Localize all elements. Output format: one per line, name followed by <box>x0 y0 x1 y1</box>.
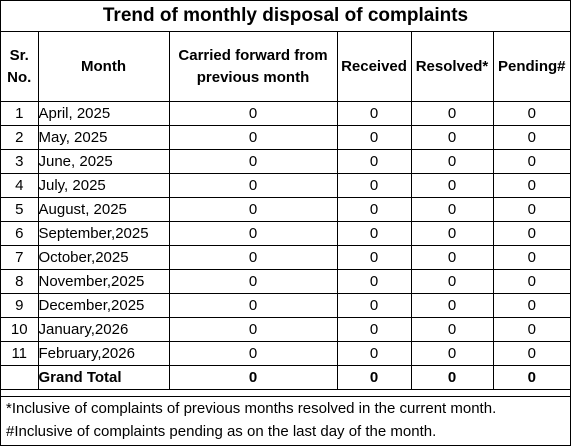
month-cell: August, 2025 <box>37 197 170 222</box>
pending-cell: 0 <box>492 317 570 342</box>
received-cell: 0 <box>336 125 412 150</box>
resolved-cell: 0 <box>410 197 494 222</box>
pending-cell: 0 <box>492 149 570 174</box>
resolved-cell: 0 <box>410 269 494 294</box>
carried-forward-cell: 0 <box>168 269 338 294</box>
month-cell: June, 2025 <box>37 149 170 174</box>
grand-total-row: Grand Total 0 0 0 0 <box>1 365 570 390</box>
month-cell: February,2026 <box>37 341 170 366</box>
footnote-resolved: *Inclusive of complaints of previous mon… <box>6 400 497 417</box>
received-cell: 0 <box>336 317 412 342</box>
sr-cell: 9 <box>1 293 39 318</box>
pending-cell: 0 <box>492 341 570 366</box>
carried-forward-cell: 0 <box>168 293 338 318</box>
total-received: 0 <box>336 365 412 390</box>
table-row: 9 December,2025 0 0 0 0 <box>1 293 570 318</box>
pending-cell: 0 <box>492 293 570 318</box>
sr-cell: 5 <box>1 197 39 222</box>
received-cell: 0 <box>336 269 412 294</box>
month-cell: September,2025 <box>37 221 170 246</box>
resolved-cell: 0 <box>410 101 494 126</box>
sr-cell: 8 <box>1 269 39 294</box>
month-cell: May, 2025 <box>37 125 170 150</box>
resolved-cell: 0 <box>410 173 494 198</box>
table-row: 7 October,2025 0 0 0 0 <box>1 245 570 270</box>
carried-forward-cell: 0 <box>168 245 338 270</box>
header-pending: Pending# <box>492 32 570 102</box>
header-received: Received <box>336 32 412 102</box>
header-row: Sr. No. Month Carried forward from previ… <box>1 32 570 102</box>
received-cell: 0 <box>336 197 412 222</box>
total-resolved: 0 <box>410 365 494 390</box>
month-cell: December,2025 <box>37 293 170 318</box>
month-cell: October,2025 <box>37 245 170 270</box>
sr-cell: 11 <box>1 341 39 366</box>
table-row: 3 June, 2025 0 0 0 0 <box>1 149 570 174</box>
footnote-pending: #Inclusive of complaints pending as on t… <box>6 423 437 440</box>
resolved-cell: 0 <box>410 149 494 174</box>
pending-cell: 0 <box>492 245 570 270</box>
total-sr-cell <box>1 365 39 390</box>
month-cell: July, 2025 <box>37 173 170 198</box>
header-month: Month <box>37 32 170 102</box>
received-cell: 0 <box>336 149 412 174</box>
header-sr-no: Sr. No. <box>1 32 39 102</box>
month-cell: January,2026 <box>37 317 170 342</box>
table-row: 10 January,2026 0 0 0 0 <box>1 317 570 342</box>
carried-forward-cell: 0 <box>168 173 338 198</box>
pending-cell: 0 <box>492 173 570 198</box>
total-carried-forward: 0 <box>168 365 338 390</box>
carried-forward-cell: 0 <box>168 149 338 174</box>
received-cell: 0 <box>336 341 412 366</box>
sr-cell: 4 <box>1 173 39 198</box>
table-title: Trend of monthly disposal of complaints <box>1 1 570 32</box>
resolved-cell: 0 <box>410 341 494 366</box>
carried-forward-cell: 0 <box>168 197 338 222</box>
complaints-table: Sr. No. Month Carried forward from previ… <box>1 32 570 390</box>
resolved-cell: 0 <box>410 221 494 246</box>
footnotes: *Inclusive of complaints of previous mon… <box>1 396 570 443</box>
table-row: 6 September,2025 0 0 0 0 <box>1 221 570 246</box>
pending-cell: 0 <box>492 101 570 126</box>
pending-cell: 0 <box>492 221 570 246</box>
received-cell: 0 <box>336 173 412 198</box>
sr-cell: 10 <box>1 317 39 342</box>
carried-forward-cell: 0 <box>168 317 338 342</box>
month-cell: November,2025 <box>37 269 170 294</box>
received-cell: 0 <box>336 101 412 126</box>
received-cell: 0 <box>336 245 412 270</box>
sr-cell: 3 <box>1 149 39 174</box>
carried-forward-cell: 0 <box>168 221 338 246</box>
table-row: 8 November,2025 0 0 0 0 <box>1 269 570 294</box>
total-label: Grand Total <box>37 365 170 390</box>
sr-cell: 2 <box>1 125 39 150</box>
carried-forward-cell: 0 <box>168 341 338 366</box>
received-cell: 0 <box>336 293 412 318</box>
carried-forward-cell: 0 <box>168 101 338 126</box>
sr-cell: 1 <box>1 101 39 126</box>
month-cell: April, 2025 <box>37 101 170 126</box>
resolved-cell: 0 <box>410 293 494 318</box>
received-cell: 0 <box>336 221 412 246</box>
table-row: 1 April, 2025 0 0 0 0 <box>1 101 570 126</box>
resolved-cell: 0 <box>410 317 494 342</box>
table-row: 5 August, 2025 0 0 0 0 <box>1 197 570 222</box>
sr-cell: 7 <box>1 245 39 270</box>
header-carried-forward: Carried forward from previous month <box>168 32 338 102</box>
table-row: 11 February,2026 0 0 0 0 <box>1 341 570 366</box>
table-row: 4 July, 2025 0 0 0 0 <box>1 173 570 198</box>
pending-cell: 0 <box>492 125 570 150</box>
resolved-cell: 0 <box>410 245 494 270</box>
carried-forward-cell: 0 <box>168 125 338 150</box>
resolved-cell: 0 <box>410 125 494 150</box>
sr-cell: 6 <box>1 221 39 246</box>
pending-cell: 0 <box>492 269 570 294</box>
pending-cell: 0 <box>492 197 570 222</box>
header-resolved: Resolved* <box>410 32 494 102</box>
total-pending: 0 <box>492 365 570 390</box>
table-row: 2 May, 2025 0 0 0 0 <box>1 125 570 150</box>
